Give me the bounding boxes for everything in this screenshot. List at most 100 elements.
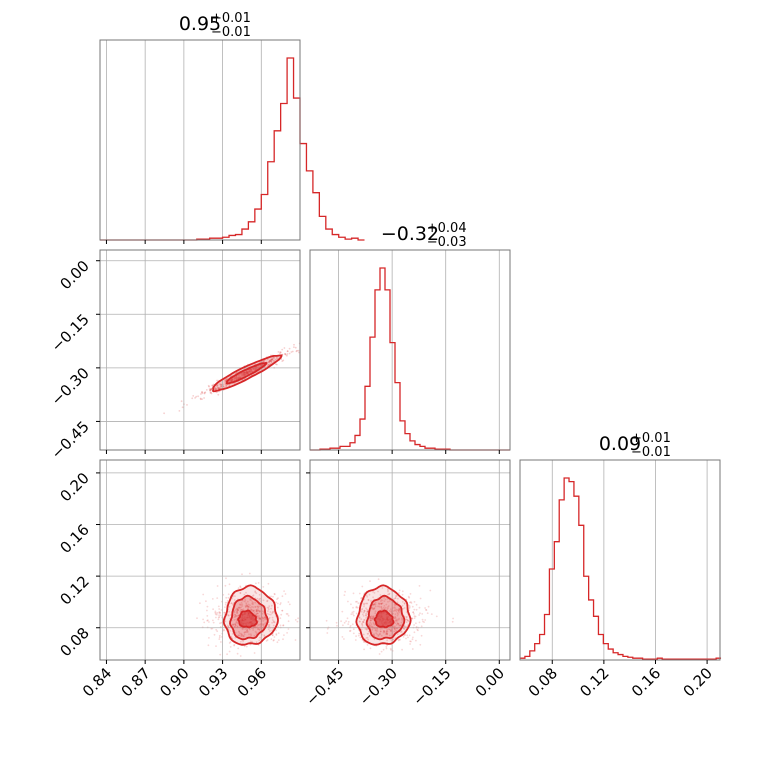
sample-point bbox=[228, 605, 231, 608]
sample-point bbox=[255, 613, 258, 616]
sample-point bbox=[231, 378, 233, 381]
sample-point bbox=[249, 606, 252, 609]
sample-point bbox=[220, 621, 223, 624]
sample-point bbox=[267, 625, 270, 628]
sample-point bbox=[212, 383, 215, 386]
sample-point bbox=[259, 610, 261, 612]
sample-point bbox=[358, 617, 361, 619]
sample-point bbox=[372, 615, 375, 618]
sample-point bbox=[203, 621, 206, 624]
sample-point bbox=[270, 638, 273, 640]
sample-point bbox=[234, 377, 237, 380]
sample-point bbox=[388, 600, 391, 602]
sample-point bbox=[409, 593, 412, 595]
sample-point bbox=[279, 603, 282, 606]
sample-point bbox=[243, 631, 246, 634]
sample-point bbox=[262, 620, 265, 622]
sample-point bbox=[387, 606, 389, 608]
sample-point bbox=[212, 608, 215, 611]
sample-point bbox=[238, 607, 241, 609]
sample-point bbox=[199, 602, 201, 605]
sample-point bbox=[215, 612, 218, 614]
sample-point bbox=[241, 609, 244, 611]
sample-point bbox=[371, 618, 374, 621]
sample-point bbox=[281, 609, 284, 612]
sample-point bbox=[386, 628, 389, 631]
sample-point bbox=[219, 384, 222, 386]
sample-point bbox=[255, 631, 258, 634]
sample-point bbox=[370, 617, 373, 619]
sample-point bbox=[358, 592, 361, 595]
sample-point bbox=[366, 636, 369, 639]
sample-point bbox=[250, 369, 252, 371]
sample-point bbox=[195, 395, 198, 398]
sample-point bbox=[379, 630, 382, 633]
sample-point bbox=[354, 639, 357, 641]
sample-point bbox=[216, 630, 219, 633]
sample-point bbox=[363, 609, 366, 612]
sample-point bbox=[233, 610, 236, 613]
sample-point bbox=[208, 637, 210, 639]
sample-point bbox=[347, 623, 350, 625]
sample-point bbox=[386, 633, 388, 636]
sample-point bbox=[352, 592, 355, 595]
sample-point bbox=[246, 371, 249, 374]
sample-point bbox=[277, 597, 279, 599]
sample-point bbox=[216, 385, 218, 387]
sample-point bbox=[413, 624, 415, 626]
sample-point bbox=[262, 360, 265, 363]
x-tick-label: −0.15 bbox=[409, 664, 454, 709]
sample-point bbox=[418, 606, 421, 609]
sample-point bbox=[255, 366, 258, 368]
sample-point bbox=[385, 647, 388, 650]
sample-point bbox=[405, 618, 408, 621]
sample-point bbox=[244, 598, 247, 601]
sample-point bbox=[271, 358, 274, 361]
sample-point bbox=[238, 630, 240, 633]
sample-point bbox=[268, 625, 271, 628]
sample-point bbox=[403, 628, 406, 630]
sample-point bbox=[279, 624, 282, 627]
sample-point bbox=[372, 622, 375, 624]
sample-point bbox=[250, 634, 253, 637]
sample-point bbox=[272, 595, 274, 598]
sample-point bbox=[252, 603, 254, 606]
sample-point bbox=[419, 612, 421, 615]
sample-point bbox=[246, 371, 249, 373]
sample-point bbox=[243, 600, 246, 603]
sample-point bbox=[273, 593, 276, 595]
sample-point bbox=[268, 613, 271, 616]
sample-point bbox=[234, 613, 236, 616]
sample-point bbox=[285, 613, 288, 615]
sample-point bbox=[226, 600, 229, 602]
sample-point bbox=[269, 360, 272, 363]
sample-point bbox=[282, 638, 284, 641]
x-tick-label: 0.90 bbox=[156, 664, 192, 700]
sample-point bbox=[207, 619, 209, 622]
sample-point bbox=[240, 601, 243, 604]
sample-point bbox=[390, 610, 392, 613]
sample-point bbox=[230, 602, 233, 604]
sample-point bbox=[279, 617, 282, 620]
sample-point bbox=[225, 577, 227, 580]
sample-point bbox=[241, 603, 244, 606]
sample-point bbox=[247, 607, 250, 610]
sample-point bbox=[246, 600, 249, 603]
sample-point bbox=[224, 603, 227, 606]
sample-point bbox=[280, 351, 282, 354]
sample-point bbox=[405, 625, 407, 628]
sample-point bbox=[214, 610, 217, 613]
sample-point bbox=[241, 599, 244, 602]
sample-point bbox=[235, 615, 238, 618]
sample-point bbox=[367, 599, 370, 602]
sample-point bbox=[224, 601, 227, 604]
sample-point bbox=[246, 372, 249, 374]
sample-point bbox=[218, 614, 221, 617]
sample-point bbox=[220, 609, 223, 611]
data-lines-layer bbox=[100, 57, 722, 660]
sample-point bbox=[369, 615, 372, 618]
sample-point bbox=[240, 635, 243, 638]
sample-point bbox=[233, 619, 236, 621]
sample-point bbox=[200, 391, 203, 394]
sample-point bbox=[217, 616, 220, 619]
